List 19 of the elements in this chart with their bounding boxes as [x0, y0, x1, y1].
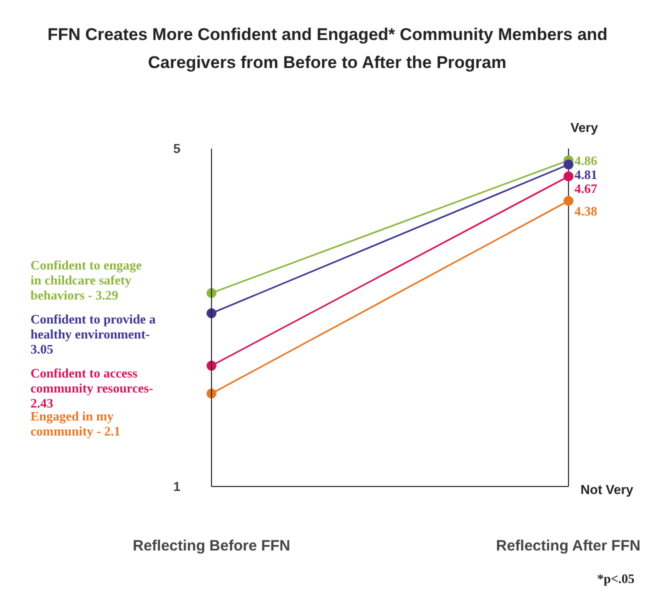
point [564, 196, 574, 206]
y-tick-label: 1 [173, 479, 181, 494]
data-label: 4.67 [574, 180, 598, 196]
text: Very [570, 120, 599, 135]
text: *p<.05 [597, 571, 635, 586]
y-tick-label: 5 [173, 141, 181, 156]
annotation: Not Very [580, 482, 634, 497]
data-label: 4.38 [574, 203, 598, 218]
text: Confident to provide a healthy environment- 3.05 [30, 312, 156, 356]
data-label: 4.81 [574, 167, 598, 182]
text: Confident to access community resources- 2.43 [30, 366, 154, 410]
x-tick-label: Reflecting Before FFN [132, 538, 290, 554]
point [564, 160, 574, 170]
x-tick-label: Reflecting After FFN [496, 538, 640, 554]
text: Engaged in my community - 2.1 [30, 408, 120, 438]
text: Confident to engage in childcare safety behaviors - 3.29 [30, 258, 142, 302]
data-label: 4.86 [574, 152, 598, 168]
point [564, 171, 574, 182]
chart-title: FFN Creates More Confident and Engaged* Community Members and Caregivers from Before to After the Program [47, 25, 608, 72]
